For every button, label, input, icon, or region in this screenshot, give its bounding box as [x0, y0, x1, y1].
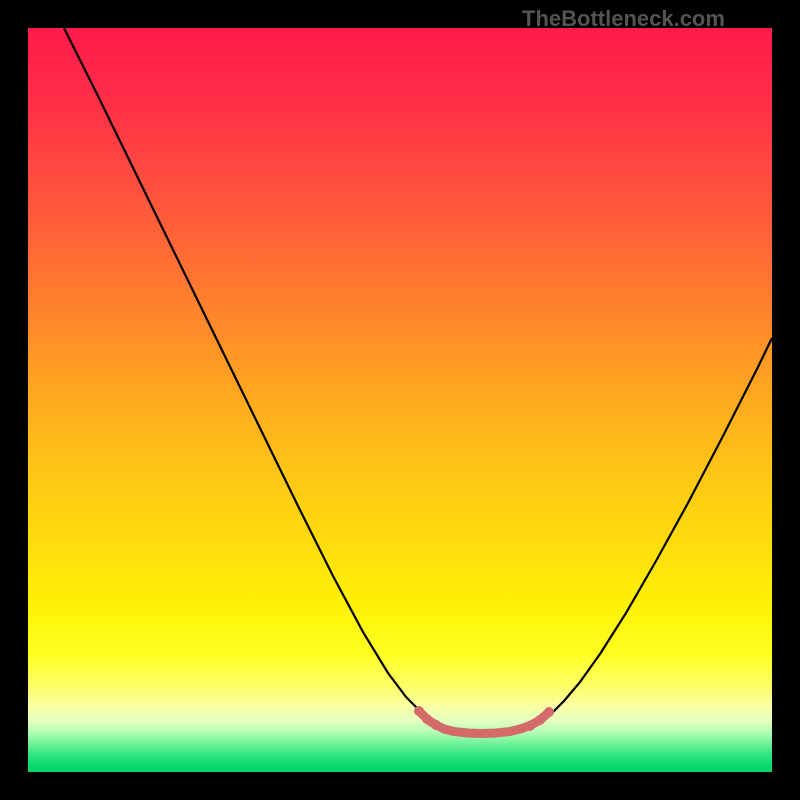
bottleneck-curve	[64, 28, 772, 733]
curve-layer	[28, 28, 772, 772]
optimal-range-dot	[480, 730, 488, 738]
optimal-range-dot	[448, 727, 456, 735]
optimal-range-dot	[525, 721, 535, 731]
optimal-range-dot	[512, 727, 520, 735]
optimal-range-dot	[431, 720, 441, 730]
watermark-text: TheBottleneck.com	[522, 6, 725, 32]
optimal-range-dot	[414, 706, 424, 716]
optimal-range-dot	[535, 715, 545, 725]
optimal-range-dot	[544, 707, 554, 717]
optimal-range-dot	[422, 714, 432, 724]
optimal-range-dot	[464, 729, 472, 737]
chart-stage: TheBottleneck.com	[0, 0, 800, 800]
plot-area	[28, 28, 772, 772]
optimal-range-dot	[496, 729, 504, 737]
